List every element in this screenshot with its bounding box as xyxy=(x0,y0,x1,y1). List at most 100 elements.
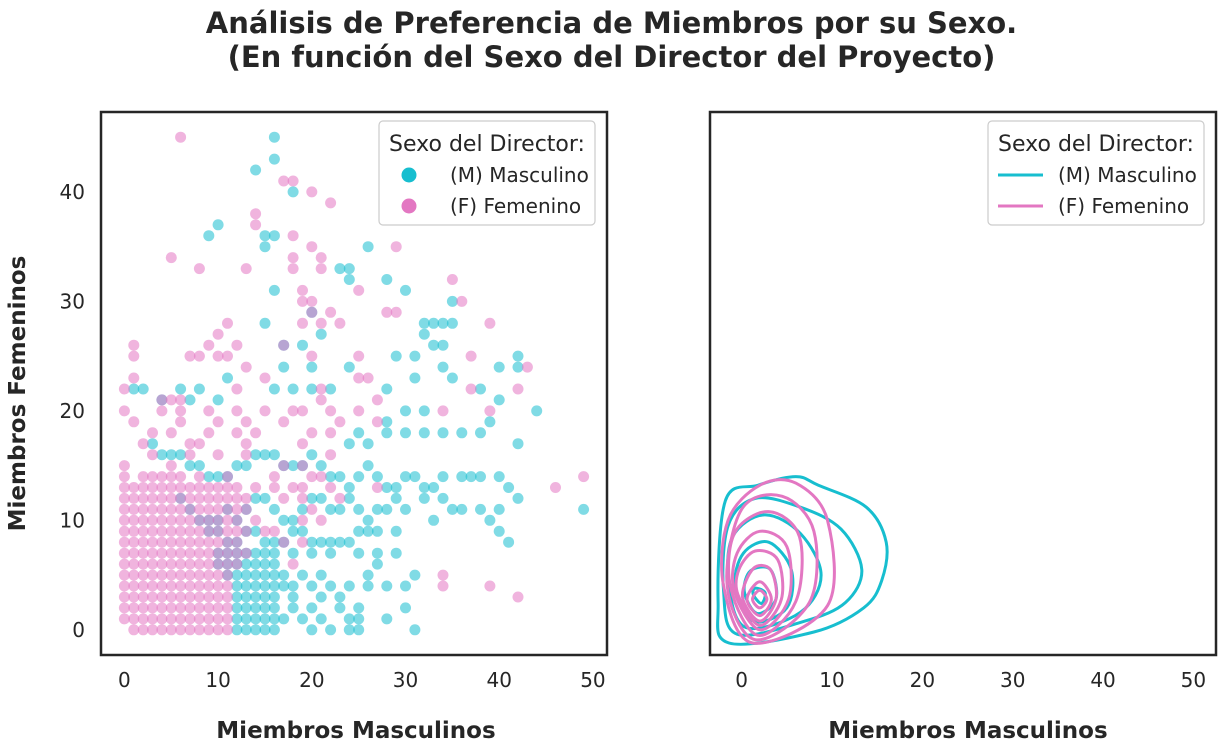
scatter-point xyxy=(165,624,177,636)
scatter-point xyxy=(203,503,215,515)
scatter-point xyxy=(184,547,196,559)
scatter-point xyxy=(287,383,299,395)
scatter-point xyxy=(193,350,205,362)
scatter-point xyxy=(268,602,280,614)
scatter-point xyxy=(484,405,496,417)
scatter-point xyxy=(165,591,177,603)
scatter-point xyxy=(156,624,168,636)
scatter-point xyxy=(343,274,355,285)
scatter-point xyxy=(325,536,337,548)
scatter-point xyxy=(231,547,243,559)
scatter-series-femenino xyxy=(118,131,590,636)
scatter-point xyxy=(231,591,243,603)
scatter-point xyxy=(165,427,177,439)
x-axis-label: Miembros Masculinos xyxy=(828,718,1107,744)
scatter-point xyxy=(175,492,187,504)
scatter-point xyxy=(184,624,196,636)
scatter-series-masculino xyxy=(128,131,590,636)
scatter-point xyxy=(325,405,337,417)
scatter-point xyxy=(371,558,383,570)
scatter-point xyxy=(306,580,318,592)
scatter-point xyxy=(456,471,468,483)
scatter-point xyxy=(550,482,561,493)
scatter-point xyxy=(128,339,140,351)
scatter-point xyxy=(222,580,233,592)
scatter-point xyxy=(165,503,177,515)
scatter-point xyxy=(306,306,318,318)
scatter-point xyxy=(156,503,168,515)
scatter-point xyxy=(315,252,327,264)
scatter-point xyxy=(240,602,252,614)
scatter-point xyxy=(334,602,346,614)
scatter-point xyxy=(362,514,374,526)
scatter-point xyxy=(428,482,440,493)
scatter-point xyxy=(156,547,168,559)
scatter-point xyxy=(306,350,318,362)
scatter-point xyxy=(306,471,318,483)
scatter-point xyxy=(315,263,327,275)
x-tick-label: 20 xyxy=(299,668,324,692)
scatter-point xyxy=(268,569,280,581)
scatter-point xyxy=(268,558,280,570)
scatter-point xyxy=(475,503,486,515)
scatter-point xyxy=(222,624,233,636)
scatter-point xyxy=(315,613,327,625)
scatter-point xyxy=(222,613,233,625)
scatter-point xyxy=(193,438,205,450)
scatter-point xyxy=(128,613,140,625)
scatter-point xyxy=(297,405,308,417)
scatter-point xyxy=(203,514,215,526)
scatter-point xyxy=(250,164,262,176)
scatter-point xyxy=(428,339,440,351)
scatter-point xyxy=(446,295,458,307)
scatter-point xyxy=(297,536,308,548)
scatter-point xyxy=(156,492,168,504)
scatter-point xyxy=(184,613,196,625)
scatter-point xyxy=(353,471,365,483)
scatter-point xyxy=(278,536,290,548)
kde-contour-line xyxy=(720,478,836,645)
scatter-point xyxy=(287,514,299,526)
scatter-point xyxy=(147,536,158,548)
scatter-point xyxy=(390,492,402,504)
scatter-point xyxy=(137,503,149,515)
scatter-point xyxy=(297,460,308,472)
scatter-point xyxy=(343,536,355,548)
scatter-point xyxy=(268,153,280,165)
scatter-point xyxy=(128,372,140,384)
scatter-point xyxy=(325,547,337,559)
scatter-point xyxy=(222,525,233,537)
scatter-point xyxy=(250,547,262,559)
scatter-point xyxy=(128,525,140,537)
scatter-point xyxy=(240,449,252,461)
scatter-point xyxy=(118,471,130,483)
scatter-point xyxy=(118,547,130,559)
scatter-point xyxy=(184,460,196,472)
scatter-point xyxy=(512,383,524,395)
scatter-point xyxy=(165,460,177,472)
scatter-point xyxy=(222,558,233,570)
scatter-point xyxy=(446,317,458,329)
scatter-point xyxy=(240,361,252,373)
plot-frame xyxy=(708,110,1218,657)
kde-legend: Sexo del Director: (M) Masculino (F) Femen… xyxy=(987,120,1205,226)
scatter-point xyxy=(222,514,233,526)
scatter-point xyxy=(390,482,402,493)
scatter-point xyxy=(475,471,486,483)
scatter-point xyxy=(156,394,168,406)
scatter-point xyxy=(156,536,168,548)
scatter-point xyxy=(512,350,524,362)
scatter-point xyxy=(325,482,337,493)
scatter-point xyxy=(409,569,421,581)
scatter-point xyxy=(231,602,243,614)
scatter-point xyxy=(493,394,505,406)
scatter-point xyxy=(222,569,233,581)
scatter-point xyxy=(165,580,177,592)
legend-label: (F) Femenino xyxy=(1058,194,1189,218)
scatter-point xyxy=(287,252,299,264)
scatter-point xyxy=(278,361,290,373)
scatter-point xyxy=(175,547,187,559)
scatter-point xyxy=(222,602,233,614)
scatter-point xyxy=(268,230,280,242)
scatter-point xyxy=(343,492,355,504)
